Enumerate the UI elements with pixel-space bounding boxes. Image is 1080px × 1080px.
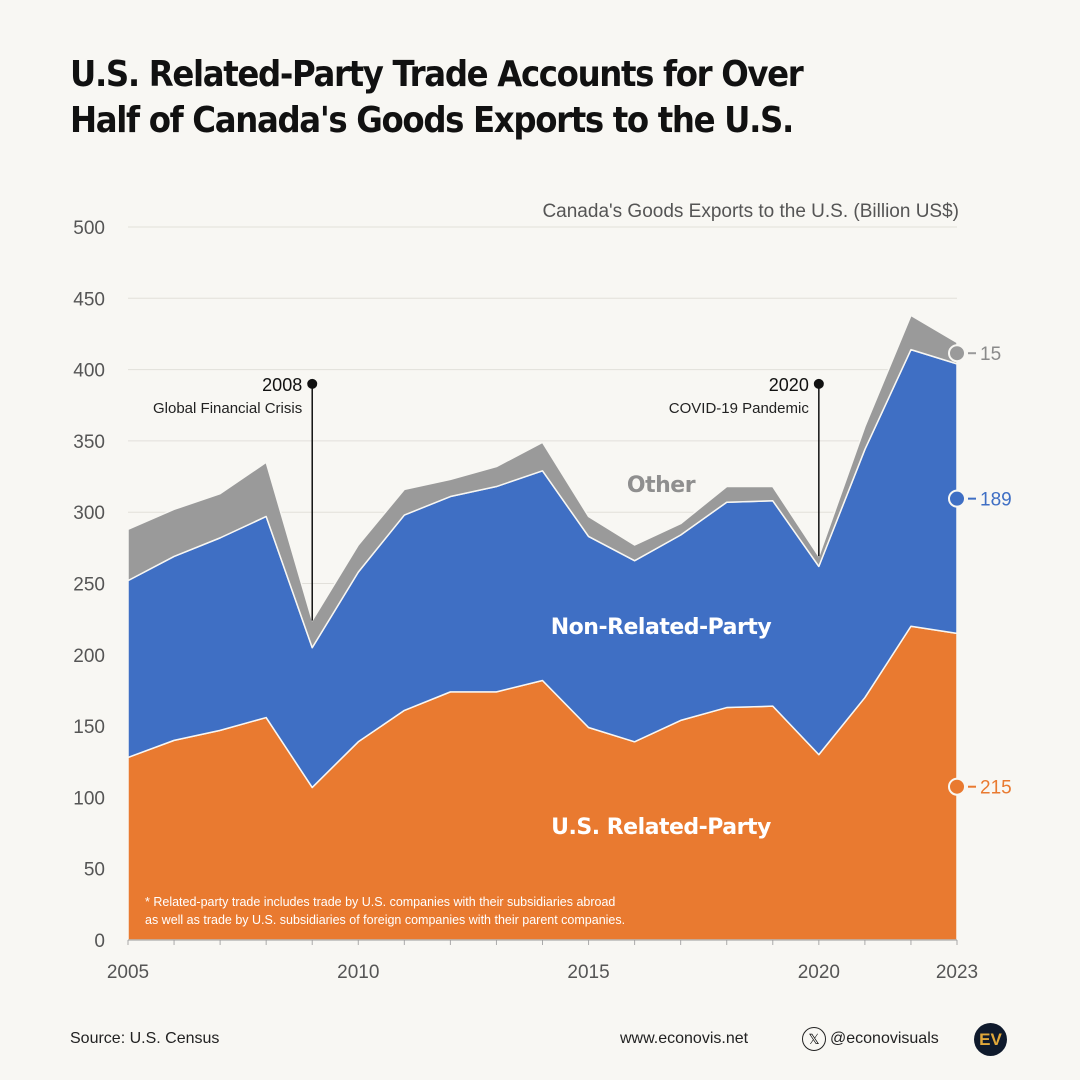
y-tick-label: 250 — [73, 575, 105, 596]
end-value-label: 215 — [980, 778, 1012, 799]
chart-title: U.S. Related-Party Trade Accounts for Ov… — [70, 52, 804, 144]
annotation-year: 2020 — [769, 375, 809, 395]
annotation-dot — [307, 378, 318, 389]
source-text: Source: U.S. Census — [70, 1030, 220, 1047]
end-value-label: 189 — [980, 490, 1012, 511]
annotation-text: Global Financial Crisis — [153, 400, 302, 417]
y-axis-label: Canada's Goods Exports to the U.S. (Bill… — [542, 201, 959, 222]
end-marker — [948, 777, 966, 796]
x-tick-label: 2005 — [107, 962, 149, 983]
y-tick-label: 300 — [73, 503, 105, 524]
title-line-1: U.S. Related-Party Trade Accounts for Ov… — [70, 54, 804, 95]
x-tick-label: 2015 — [567, 962, 609, 983]
social-handle[interactable]: @econovisuals — [830, 1030, 939, 1047]
footnote-line-2: as well as trade by U.S. subsidiaries of… — [145, 913, 625, 927]
x-logo-icon: 𝕏 — [802, 1027, 826, 1051]
y-tick-label: 200 — [73, 646, 105, 667]
y-tick-label: 400 — [73, 361, 105, 382]
series-label: Non-Related-Party — [551, 615, 772, 640]
end-value-label: 15 — [980, 344, 1001, 365]
series-label: U.S. Related-Party — [551, 815, 771, 840]
title-line-2: Half of Canada's Goods Exports to the U.… — [70, 100, 794, 141]
y-tick-label: 150 — [73, 717, 105, 738]
end-marker — [948, 489, 966, 508]
y-tick-label: 350 — [73, 432, 105, 453]
annotation-year: 2008 — [262, 375, 302, 395]
y-tick-label: 500 — [73, 218, 105, 239]
y-tick-label: 100 — [73, 788, 105, 809]
end-marker — [948, 344, 966, 363]
econovis-logo: EV — [974, 1023, 1007, 1056]
annotation-dot — [813, 378, 824, 389]
website-link[interactable]: www.econovis.net — [620, 1030, 749, 1047]
x-tick-label: 2020 — [798, 962, 840, 983]
annotation-text: COVID-19 Pandemic — [669, 400, 810, 417]
x-tick-label: 2010 — [337, 962, 379, 983]
y-tick-label: 0 — [94, 931, 105, 952]
y-tick-label: 450 — [73, 289, 105, 310]
series-label: Other — [627, 473, 696, 498]
y-tick-label: 50 — [84, 860, 105, 881]
area-other — [127, 314, 958, 649]
x-tick-label: 2023 — [936, 962, 978, 983]
footnote-line-1: * Related-party trade includes trade by … — [145, 895, 615, 909]
